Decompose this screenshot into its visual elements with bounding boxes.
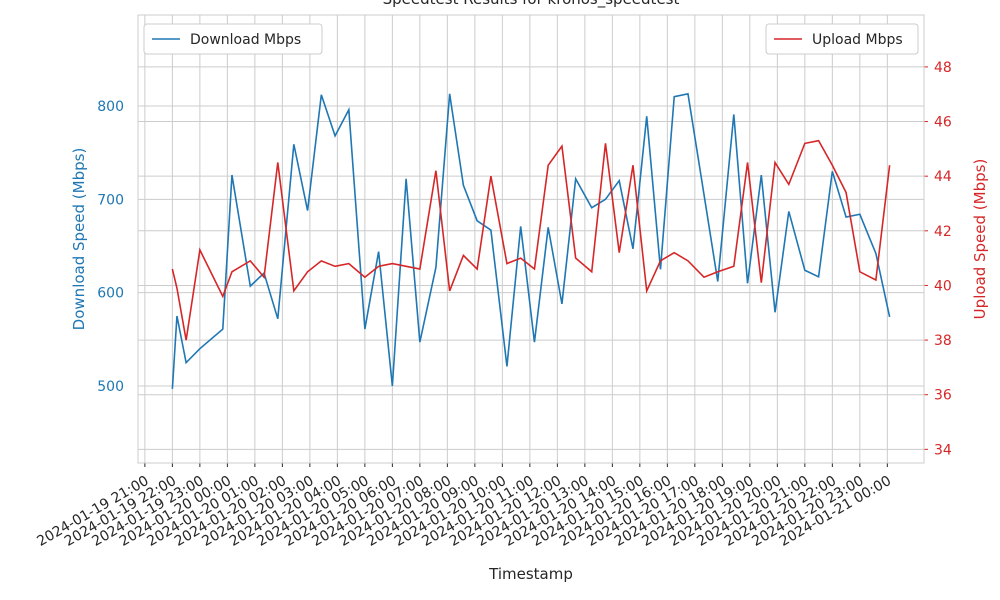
- y-tick-label: 800: [97, 99, 124, 115]
- plot-frame: [137, 14, 925, 464]
- legend-box: [143, 23, 323, 55]
- series-line: [171, 92, 891, 389]
- y2-tick-label: 46: [934, 115, 952, 131]
- y-axis-label: Download Speed (Mbps): [70, 148, 88, 331]
- legend: Download Mbps: [143, 23, 323, 55]
- x-axis-label: Timestamp: [488, 565, 573, 583]
- y-tick-label: 700: [97, 192, 124, 208]
- y-tick-label: 500: [97, 379, 124, 395]
- legend-label: Upload Mbps: [812, 32, 903, 48]
- chart-title: Speedtest Results for kronos_speedtest: [383, 0, 680, 9]
- y2-tick-label: 36: [934, 388, 952, 404]
- legend: Upload Mbps: [765, 23, 919, 55]
- y2-tick-label: 42: [934, 224, 952, 240]
- y2-tick-label: 34: [934, 442, 952, 458]
- y2-tick-label: 38: [934, 333, 952, 349]
- series-line: [171, 139, 891, 341]
- y2-tick-label: 44: [934, 169, 952, 185]
- legend-label: Download Mbps: [190, 32, 301, 48]
- y-tick-label: 600: [97, 286, 124, 302]
- legend-box: [765, 23, 919, 55]
- y2-tick-label: 40: [934, 278, 952, 294]
- y2-tick-label: 48: [934, 60, 952, 76]
- y2-axis-label: Upload Speed (Mbps): [971, 159, 989, 320]
